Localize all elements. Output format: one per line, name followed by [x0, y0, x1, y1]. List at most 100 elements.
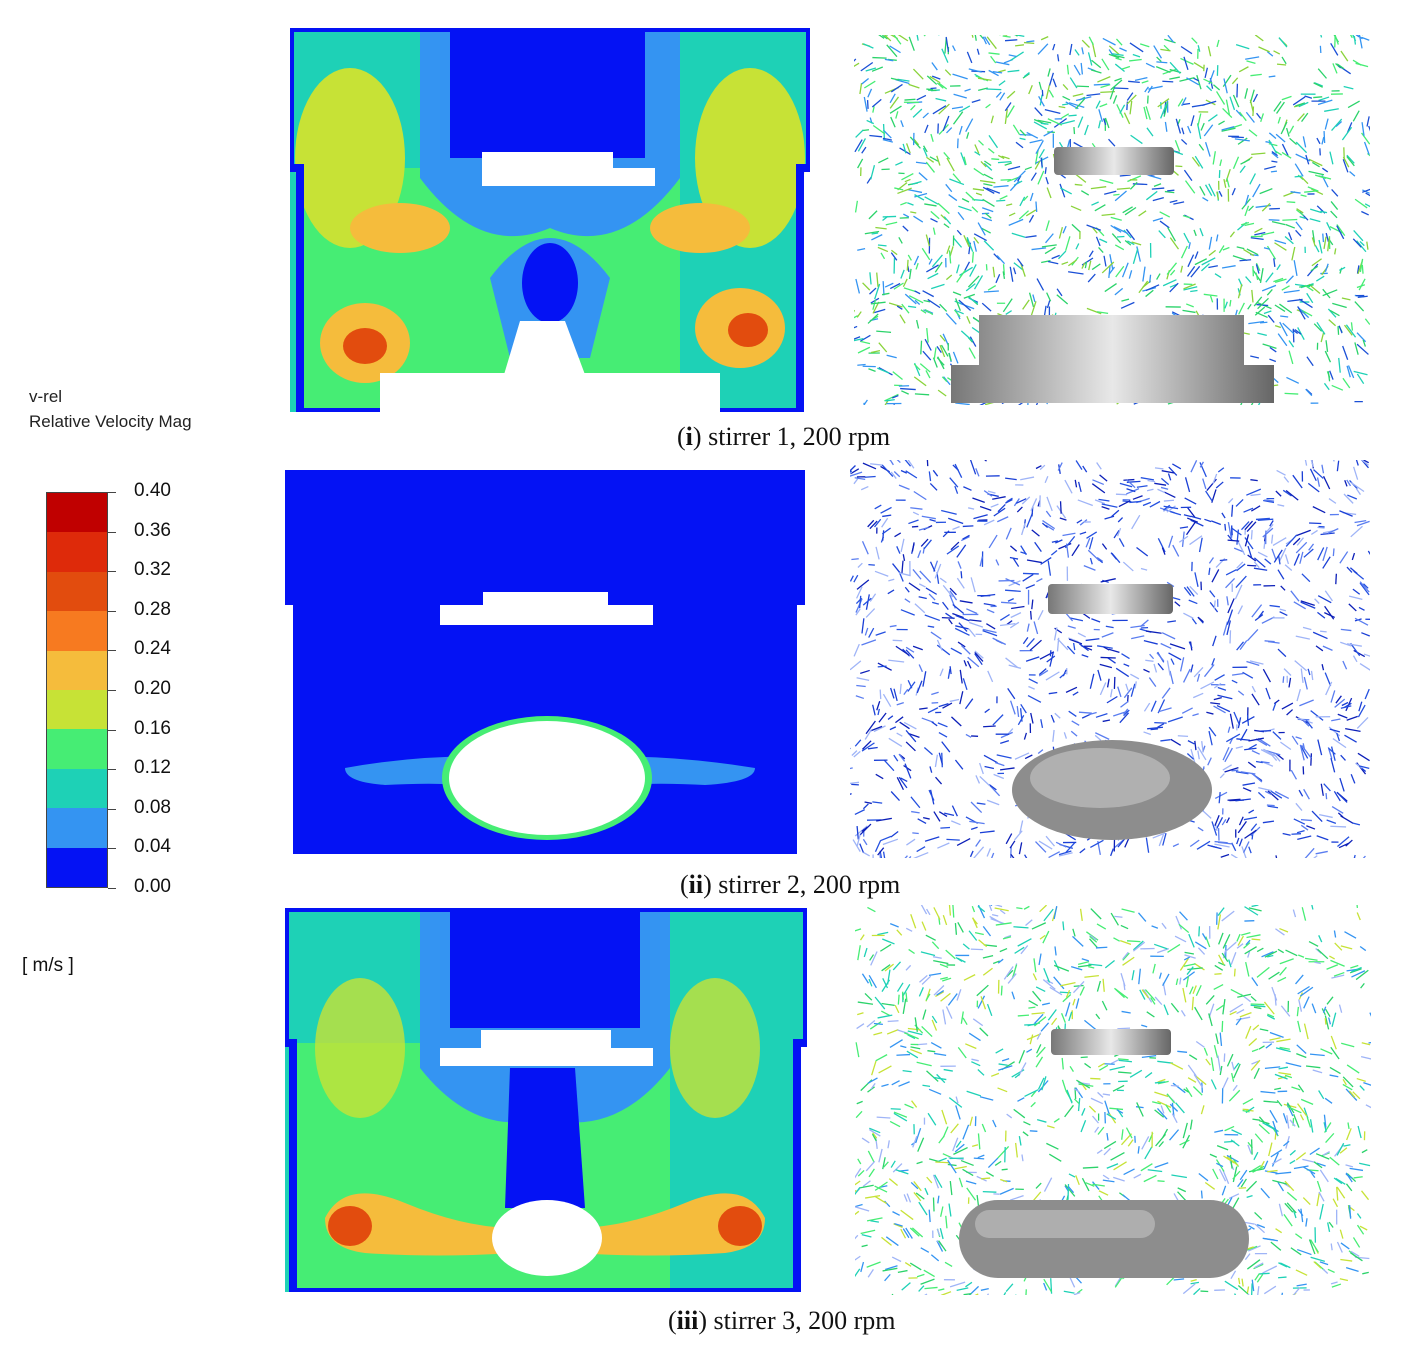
velocity-vector [1061, 1057, 1064, 1070]
velocity-vector [945, 949, 956, 960]
velocity-vector [924, 203, 937, 207]
velocity-vector [1084, 1019, 1097, 1030]
velocity-vector [1330, 825, 1347, 828]
velocity-vector [1288, 350, 1294, 365]
velocity-vector [1240, 221, 1250, 226]
velocity-vector [873, 1022, 883, 1026]
velocity-vector [1084, 124, 1089, 136]
velocity-vector [999, 195, 1008, 200]
velocity-vector [914, 603, 926, 614]
velocity-vector [1020, 945, 1029, 955]
velocity-vector [1229, 96, 1236, 111]
velocity-vector [1361, 122, 1365, 136]
velocity-vector [1329, 151, 1334, 165]
velocity-vector [1295, 1233, 1303, 1239]
velocity-vector [1278, 1071, 1292, 1076]
velocity-vector [902, 983, 911, 997]
velocity-vector [1298, 999, 1303, 1012]
velocity-vector [1300, 601, 1316, 609]
velocity-vector [1320, 1048, 1333, 1055]
velocity-vector [855, 608, 861, 616]
velocity-vector [922, 290, 935, 298]
velocity-vector [983, 183, 993, 187]
velocity-vector [969, 1116, 973, 1126]
velocity-vector [949, 587, 957, 596]
velocity-vector [901, 1282, 911, 1291]
velocity-vector [1061, 1079, 1067, 1091]
velocity-vector [1208, 183, 1216, 197]
velocity-vector [924, 1286, 938, 1290]
velocity-vector [1329, 1074, 1339, 1078]
velocity-vector [1317, 611, 1326, 619]
velocity-vector [1167, 716, 1183, 723]
velocity-vector [1187, 1064, 1197, 1077]
velocity-vector [1248, 1038, 1258, 1047]
velocity-vector [1068, 259, 1077, 267]
velocity-vector [881, 35, 888, 40]
velocity-vector [1251, 1060, 1259, 1065]
velocity-vector [954, 923, 958, 935]
velocity-vector [1056, 288, 1063, 297]
velocity-vector [1238, 838, 1243, 847]
velocity-vector [1122, 500, 1132, 503]
velocity-vector [943, 223, 950, 229]
velocity-vector [1345, 839, 1353, 847]
caption-row-2: (ii) stirrer 2, 200 rpm [680, 870, 901, 899]
velocity-vector [1177, 1191, 1187, 1202]
velocity-vector [1208, 730, 1213, 746]
velocity-vector [999, 613, 1010, 621]
velocity-vector [1169, 1103, 1179, 1112]
velocity-vector [1103, 1140, 1117, 1150]
velocity-vector [1232, 1170, 1241, 1180]
velocity-vector [1002, 264, 1005, 276]
velocity-vector [1291, 735, 1299, 745]
velocity-vector [1339, 551, 1349, 564]
velocity-vector [902, 278, 908, 288]
color-bar-tick-label: 0.32 [134, 559, 171, 581]
velocity-vector [1110, 912, 1119, 926]
velocity-vector [917, 818, 927, 825]
velocity-vector [991, 914, 999, 917]
velocity-vector [1200, 1105, 1205, 1115]
velocity-vector [1067, 1183, 1070, 1200]
velocity-vector [1298, 298, 1313, 309]
velocity-vector [1348, 603, 1357, 612]
velocity-vector [1208, 557, 1215, 564]
velocity-vector [1146, 1011, 1155, 1018]
velocity-vector [1259, 1272, 1270, 1275]
velocity-vector [1068, 638, 1083, 645]
velocity-vector [1129, 500, 1142, 504]
velocity-vector [940, 1206, 944, 1217]
velocity-vector [1224, 766, 1239, 773]
velocity-vector [1053, 627, 1058, 641]
vector-plot-stirrer-1 [854, 35, 1370, 405]
velocity-vector [1363, 1081, 1371, 1086]
velocity-vector [1304, 957, 1318, 961]
velocity-vector [992, 714, 1004, 726]
velocity-vector [951, 820, 961, 826]
velocity-vector [1359, 663, 1370, 671]
velocity-vector [1317, 99, 1333, 106]
velocity-vector [1211, 821, 1218, 836]
velocity-vector [1235, 575, 1247, 588]
velocity-vector [1059, 183, 1066, 198]
velocity-vector [1227, 521, 1232, 538]
velocity-vector [1144, 1072, 1153, 1079]
velocity-vector [1112, 1084, 1125, 1092]
velocity-vector [1035, 465, 1042, 470]
velocity-vector [878, 157, 889, 164]
velocity-vector [938, 731, 948, 738]
velocity-vector [1257, 297, 1269, 310]
velocity-vector [890, 83, 903, 93]
velocity-vector [1226, 1154, 1239, 1163]
velocity-vector [1034, 149, 1039, 165]
velocity-vector [1331, 384, 1344, 391]
velocity-vector [1019, 196, 1026, 207]
velocity-vector [1303, 676, 1308, 690]
velocity-vector [950, 647, 962, 655]
legend-variable: v-rel [29, 387, 63, 406]
velocity-vector [1328, 747, 1336, 755]
velocity-vector [1369, 1012, 1371, 1017]
velocity-vector [1269, 358, 1277, 363]
velocity-vector [933, 959, 949, 965]
